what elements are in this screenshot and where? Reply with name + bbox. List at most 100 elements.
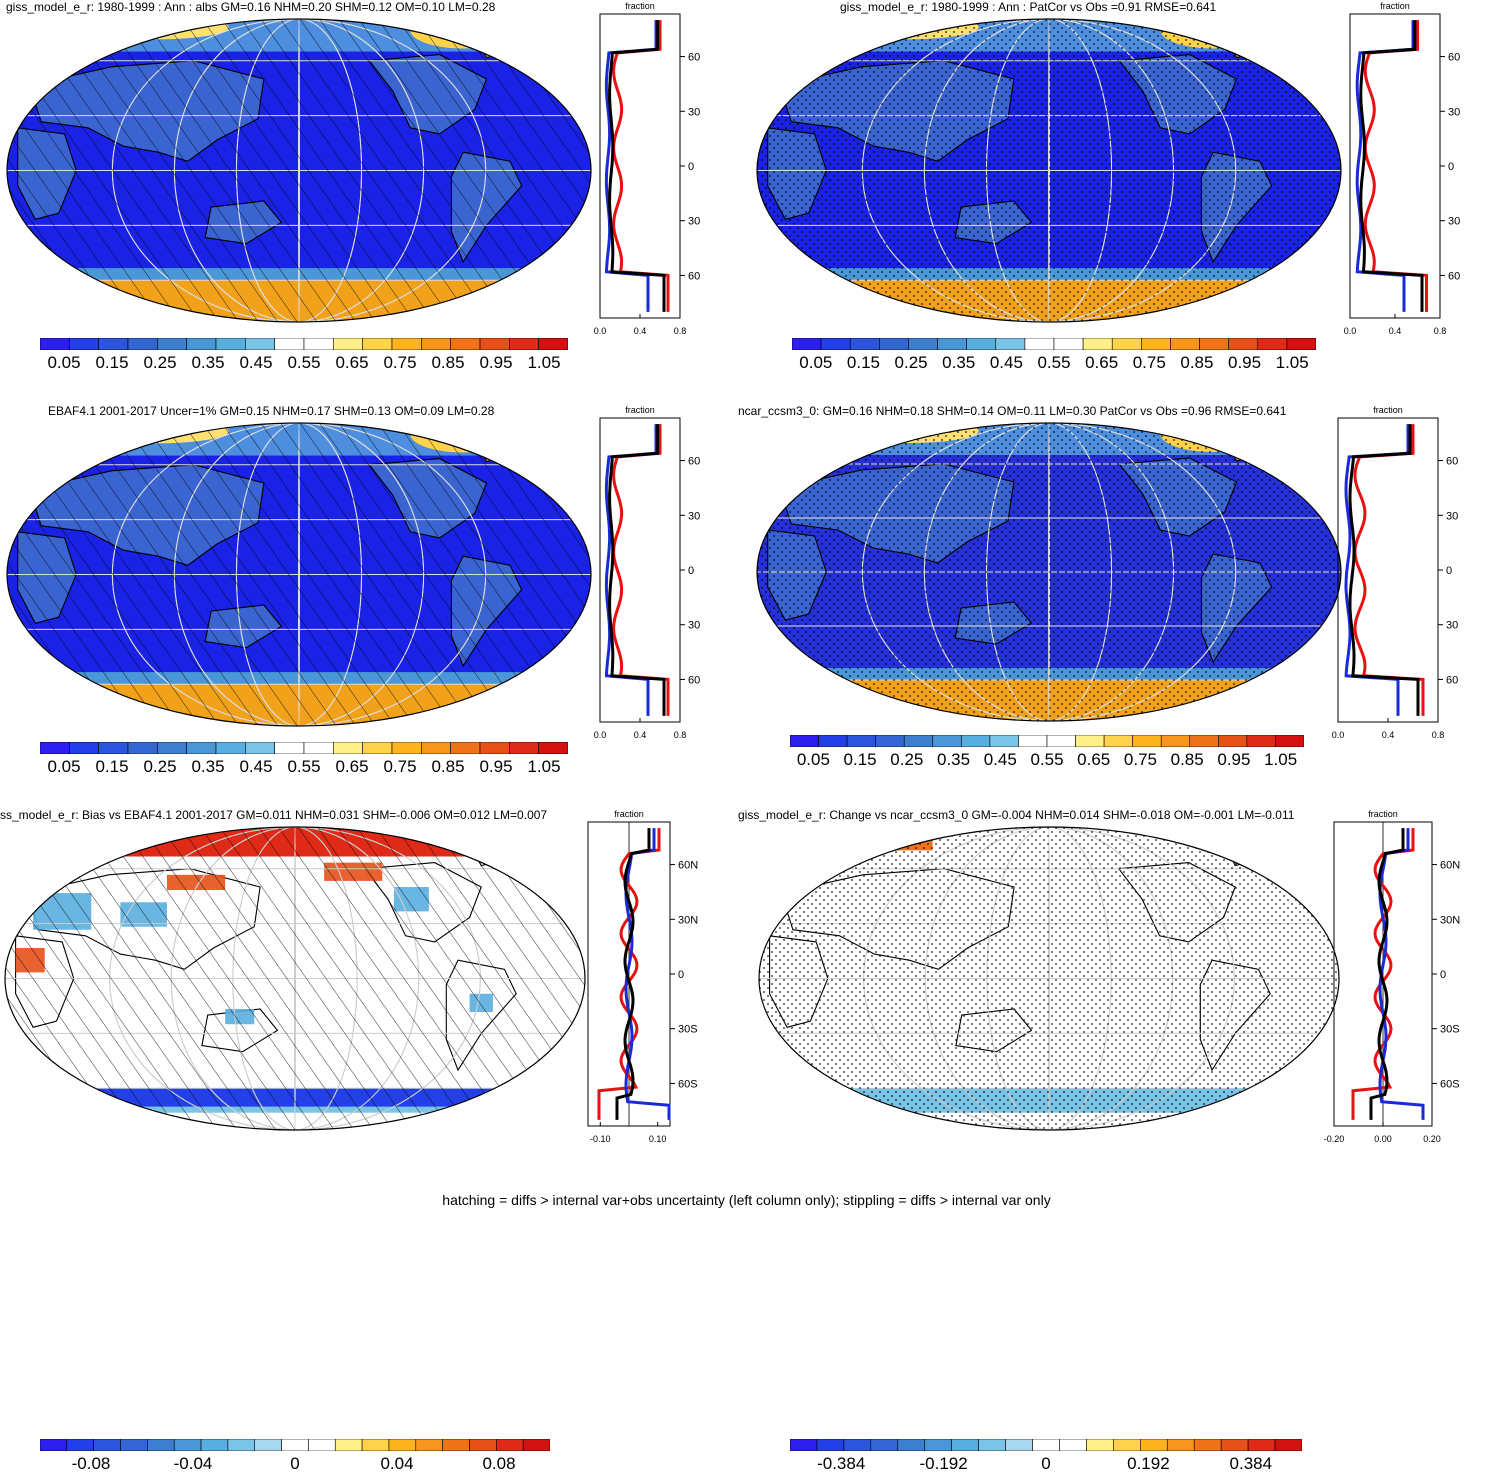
- colorbar-label: 0.45: [983, 750, 1017, 769]
- colorbar-cell: [1082, 338, 1113, 350]
- colorbar-cell: [186, 338, 217, 350]
- colorbar-cell: [538, 742, 568, 754]
- black-profile-line: [608, 424, 666, 716]
- colorbar-label: 0.25: [143, 353, 177, 372]
- colorbar-label: 0: [1041, 1454, 1051, 1473]
- blue-profile-line: [604, 20, 658, 312]
- xtick-label: 0.8: [1432, 730, 1445, 740]
- colorbar-cell: [215, 742, 246, 754]
- hatching-overlay: [7, 423, 591, 726]
- colorbar-cell: [995, 338, 1026, 350]
- colorbar-cell: [388, 1439, 417, 1451]
- colorbar-cell: [40, 338, 70, 350]
- xtick-label: 0.0: [1332, 730, 1345, 740]
- colorbar-label: 0.15: [843, 750, 877, 769]
- colorbar-label: 0.15: [846, 353, 880, 372]
- ytick-label: 60S: [688, 270, 700, 282]
- colorbar-cell: [509, 742, 539, 754]
- panel-4: ncar_ccsm3_0: GM=0.16 NHM=0.18 SHM=0.14 …: [738, 404, 1493, 784]
- colorbar-cell: [1086, 1439, 1114, 1451]
- colorbar-label: 0: [290, 1454, 300, 1473]
- colorbar-cell: [303, 742, 334, 754]
- colorbar-label: 0.65: [1077, 750, 1111, 769]
- ytick-label: 30S: [678, 1024, 698, 1036]
- colorbar-label: 0.25: [143, 757, 177, 776]
- colorbar-label: 0.45: [989, 353, 1023, 372]
- colorbar-cell: [274, 742, 305, 754]
- colorbar-label: 0.45: [239, 353, 273, 372]
- panel-5: ss_model_e_r: Bias vs EBAF4.1 2001-2017 …: [0, 808, 700, 1473]
- hatching-overlay: [5, 827, 585, 1130]
- colorbar-cell: [69, 338, 99, 350]
- colorbar-3: [40, 742, 568, 754]
- colorbar-cell: [1220, 1439, 1249, 1451]
- black-profile-line: [608, 20, 666, 312]
- colorbar-cell: [147, 1439, 175, 1451]
- red-profile-line: [612, 20, 670, 312]
- colorbar-cell: [333, 742, 363, 754]
- colorbar-cell: [157, 338, 187, 350]
- colorbar-label: 0.25: [890, 750, 924, 769]
- profile-5: fraction 60N 30N 0 30S 60S -0.10 0.10: [587, 809, 698, 1144]
- red-profile-line: [612, 424, 670, 716]
- colorbar-label: 0.65: [335, 757, 369, 776]
- colorbar-label: 0.15: [95, 757, 129, 776]
- profile-title: fraction: [625, 1, 655, 11]
- colorbar-cell: [1170, 338, 1200, 350]
- colorbar-label: 0.95: [1227, 353, 1262, 372]
- colorbar-cell: [1132, 735, 1162, 747]
- colorbar-cell: [924, 1439, 952, 1451]
- colorbar-5: [40, 1439, 550, 1451]
- map-outline: [4, 826, 586, 1131]
- panel-2: giss_model_e_r: 1980-1999 : Ann : PatCor…: [752, 0, 1493, 380]
- colorbar-cell: [961, 735, 991, 747]
- colorbar-label: 0.55: [287, 353, 321, 372]
- colorbar-cell: [496, 1439, 524, 1451]
- map-6: [758, 826, 1340, 1131]
- blue-profile-line: [1355, 20, 1415, 312]
- colorbar-cell: [334, 1439, 363, 1451]
- xtick-label: 0.10: [649, 1134, 667, 1144]
- ytick-label: 60N: [678, 860, 698, 872]
- ytick-label: 30N: [688, 510, 700, 522]
- colorbar-label: 0.15: [95, 353, 129, 372]
- colorbar-label: 1.05: [527, 353, 561, 372]
- colorbar-cell: [479, 742, 510, 754]
- ytick-label: 30N: [1446, 510, 1458, 522]
- colorbar-label: 0.05: [796, 750, 830, 769]
- colorbar-label: 0.65: [1085, 353, 1119, 372]
- colorbar-label: 0.85: [1180, 353, 1214, 372]
- colorbar-cell: [1075, 735, 1105, 747]
- ytick-label: 30S: [688, 216, 700, 228]
- xtick-label: -0.20: [1324, 1134, 1345, 1144]
- ytick-label: 30N: [1448, 106, 1460, 118]
- colorbar-cell: [303, 338, 334, 350]
- ytick-label: 30N: [688, 106, 700, 118]
- colorbar-cell: [308, 1439, 336, 1451]
- colorbar-cell: [450, 742, 481, 754]
- colorbar-cell: [843, 1439, 872, 1451]
- panel-1: giss_model_e_r: 1980-1999 : Ann : albs G…: [0, 0, 700, 380]
- xtick-label: 0.0: [594, 730, 607, 740]
- colorbar-4: [790, 735, 1304, 747]
- ytick-label: 30S: [688, 620, 700, 632]
- blue-profile-line: [1344, 424, 1410, 716]
- colorbar-cell: [186, 742, 217, 754]
- colorbar-cell: [1024, 338, 1055, 350]
- colorbar-cell: [1274, 1439, 1302, 1451]
- ytick-label: 60N: [688, 52, 700, 64]
- colorbar-cell: [227, 1439, 256, 1451]
- profile-3: fraction 60N 30N 0 30S 60S 0.0 0.4 0.8: [594, 405, 700, 740]
- colorbar-cell: [1059, 1439, 1087, 1451]
- ytick-label: 0: [1448, 161, 1454, 173]
- profile-title: fraction: [1380, 1, 1410, 11]
- colorbar-cell: [897, 1439, 926, 1451]
- colorbar-label: 0.08: [482, 1454, 516, 1473]
- black-profile-line: [615, 828, 651, 1120]
- black-profile-line: [1359, 20, 1424, 312]
- colorbar-cell: [469, 1439, 497, 1451]
- profile-2: fraction 60N 30N 0 30S 60S 0.0 0.4 0.8: [1344, 1, 1460, 336]
- colorbar-cell: [1228, 338, 1259, 350]
- colorbar-label: 0.95: [479, 757, 513, 776]
- colorbar-cell: [1275, 735, 1304, 747]
